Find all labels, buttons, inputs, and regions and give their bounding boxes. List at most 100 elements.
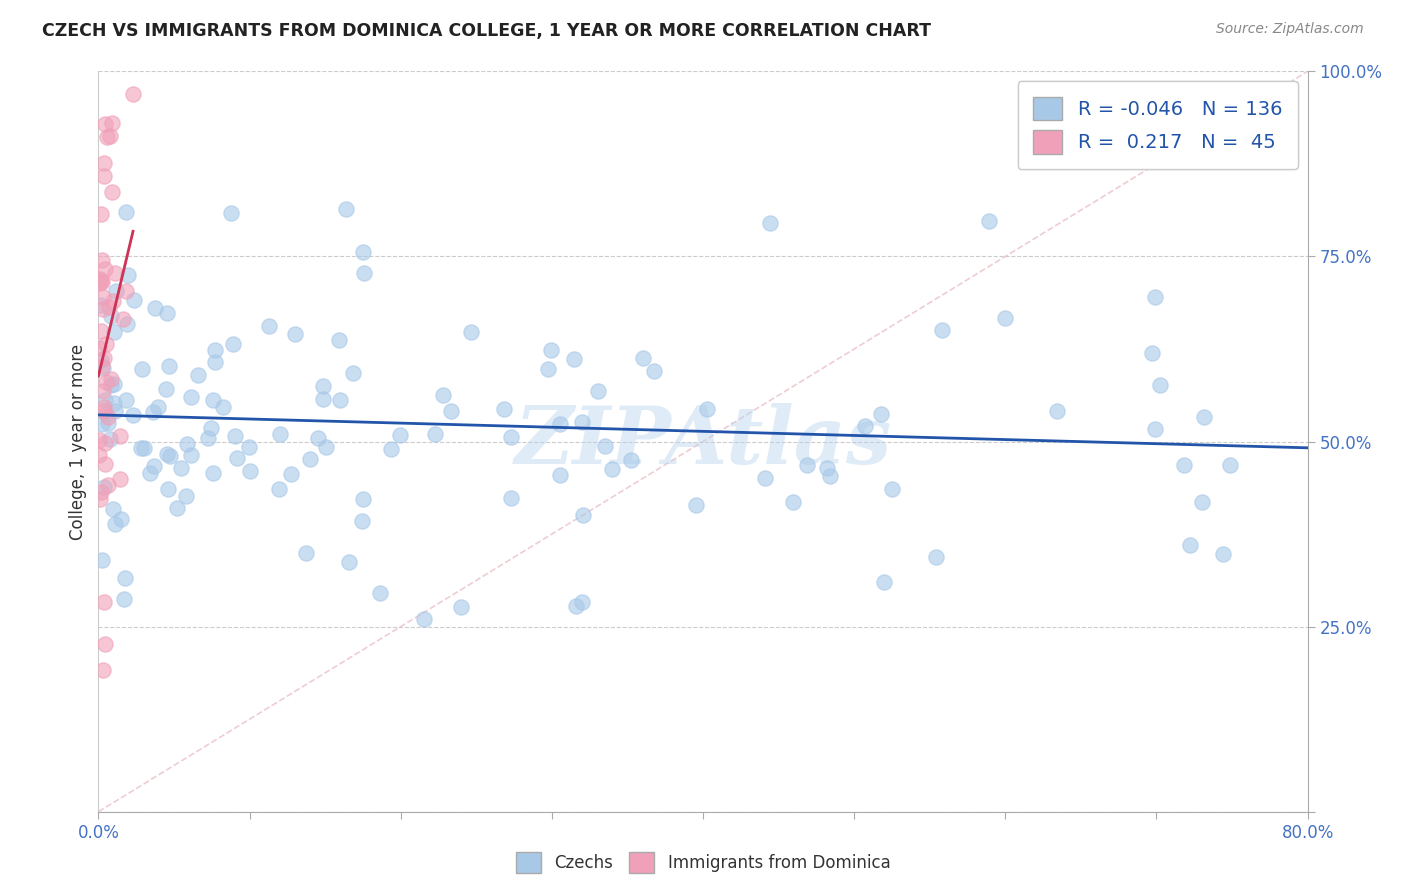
Point (93, 480, 115, 494)
Point (134, 441, 156, 455)
Point (873, 575, 896, 590)
Point (501, 491, 523, 505)
Point (212, 401, 235, 415)
Point (1191, 494, 1213, 508)
Point (588, 384, 610, 398)
Point (142, 459, 165, 474)
Point (117, 268, 139, 282)
Point (115, 204, 138, 219)
Point (114, 571, 136, 585)
Point (114, 392, 136, 407)
Point (759, 216, 782, 230)
Point (101, 116, 124, 130)
Point (115, 317, 138, 331)
Point (994, 310, 1017, 325)
Point (312, 379, 335, 393)
Point (1046, 404, 1069, 418)
Point (103, 325, 125, 339)
Point (89, 277, 111, 291)
Point (450, 600, 472, 615)
Point (492, 402, 515, 417)
Point (97, 416, 120, 430)
Point (148, 400, 170, 414)
Point (815, 461, 838, 475)
Point (796, 458, 818, 472)
Point (925, 549, 948, 564)
Point (571, 508, 593, 522)
Point (1219, 458, 1241, 472)
Point (105, 285, 128, 299)
Point (104, 266, 127, 280)
Point (197, 431, 219, 445)
Point (284, 326, 307, 341)
Point (93, 262, 115, 277)
Point (104, 517, 127, 532)
Point (352, 514, 374, 528)
Point (295, 546, 318, 560)
Point (352, 244, 374, 259)
Point (94, 435, 117, 450)
Point (139, 466, 162, 480)
Point (93, 117, 115, 131)
Point (94, 392, 117, 407)
Point (101, 502, 124, 516)
Point (389, 427, 412, 442)
Point (156, 447, 179, 461)
Point (311, 392, 333, 406)
Point (90, 275, 112, 289)
Point (98, 432, 121, 446)
Point (100, 185, 122, 199)
Point (93, 595, 115, 609)
Point (619, 452, 641, 467)
Point (820, 469, 842, 483)
Y-axis label: College, 1 year or more: College, 1 year or more (69, 343, 87, 540)
Point (202, 392, 225, 407)
Point (782, 495, 804, 509)
Point (412, 612, 434, 626)
Point (93, 169, 115, 183)
Point (239, 464, 262, 478)
Point (90, 274, 112, 288)
Point (1149, 377, 1171, 392)
Point (1212, 547, 1234, 561)
Text: Source: ZipAtlas.com: Source: ZipAtlas.com (1216, 22, 1364, 37)
Point (1142, 346, 1164, 360)
Point (1192, 409, 1215, 424)
Point (93, 351, 115, 365)
Point (169, 461, 191, 475)
Point (353, 266, 375, 280)
Point (89, 492, 111, 507)
Point (224, 428, 246, 442)
Point (537, 361, 560, 376)
Point (187, 368, 209, 382)
Point (299, 452, 322, 467)
Point (432, 388, 454, 402)
Point (89, 341, 111, 355)
Point (238, 440, 260, 454)
Point (108, 429, 131, 443)
Point (540, 343, 562, 358)
Point (176, 436, 198, 450)
Point (94, 337, 117, 351)
Point (90, 553, 112, 567)
Point (94, 375, 117, 389)
Point (98, 128, 121, 143)
Point (114, 592, 136, 607)
Point (174, 489, 197, 503)
Point (180, 448, 202, 462)
Point (103, 376, 125, 391)
Point (93, 156, 115, 170)
Point (257, 319, 280, 334)
Point (142, 405, 165, 419)
Point (156, 483, 179, 497)
Point (977, 214, 1000, 228)
Point (91, 360, 114, 375)
Point (100, 372, 122, 386)
Point (97, 478, 120, 492)
Point (204, 355, 226, 369)
Point (111, 312, 134, 326)
Point (166, 501, 188, 516)
Point (90, 207, 112, 221)
Point (143, 301, 166, 315)
Point (96, 407, 118, 421)
